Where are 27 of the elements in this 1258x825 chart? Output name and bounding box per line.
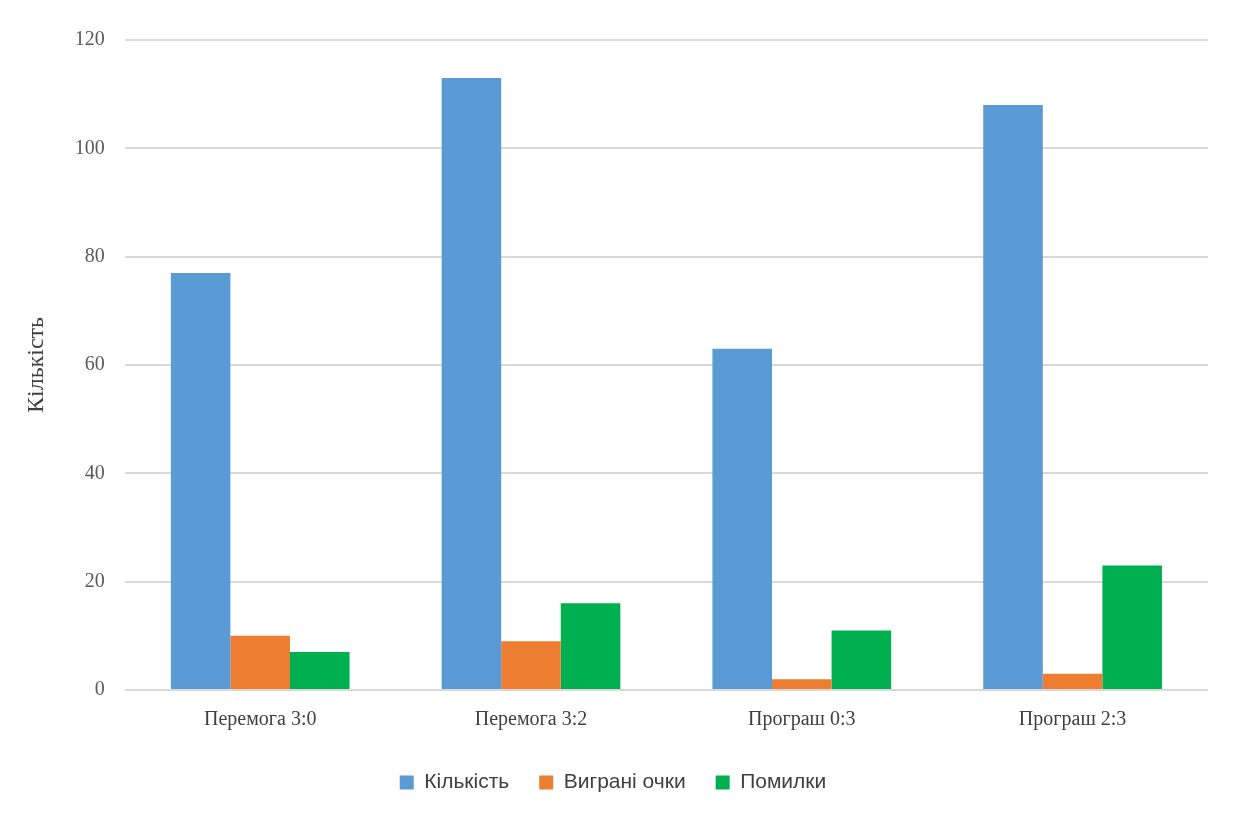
bar [501,641,561,689]
y-axis-title: Кількість [21,316,48,414]
y-tick-label: 100 [74,135,105,158]
legend-label: Виграні очки [563,769,686,793]
bar [230,635,290,689]
x-tick-label: Перемога 3:2 [474,707,588,731]
bar [831,630,892,689]
bar [170,272,231,689]
y-tick-label: 0 [94,677,105,700]
bar [441,77,502,689]
y-tick-label: 120 [74,27,105,50]
y-tick-label: 20 [84,568,105,591]
y-tick-label: 60 [84,352,105,375]
bar [1042,673,1103,689]
y-tick-label: 80 [84,243,105,266]
legend-label: Кількість [424,769,510,793]
bar [289,652,350,689]
bar [1102,565,1162,689]
x-tick-label: Програш 2:3 [1018,707,1127,731]
bar [712,348,773,689]
bar [560,603,621,689]
x-tick-label: Програш 0:3 [748,707,856,731]
x-tick-label: Перемога 3:0 [203,707,317,731]
bar [983,105,1043,689]
y-tick-label: 40 [84,460,105,483]
legend-label: Помилки [740,769,827,793]
bar [772,679,832,689]
